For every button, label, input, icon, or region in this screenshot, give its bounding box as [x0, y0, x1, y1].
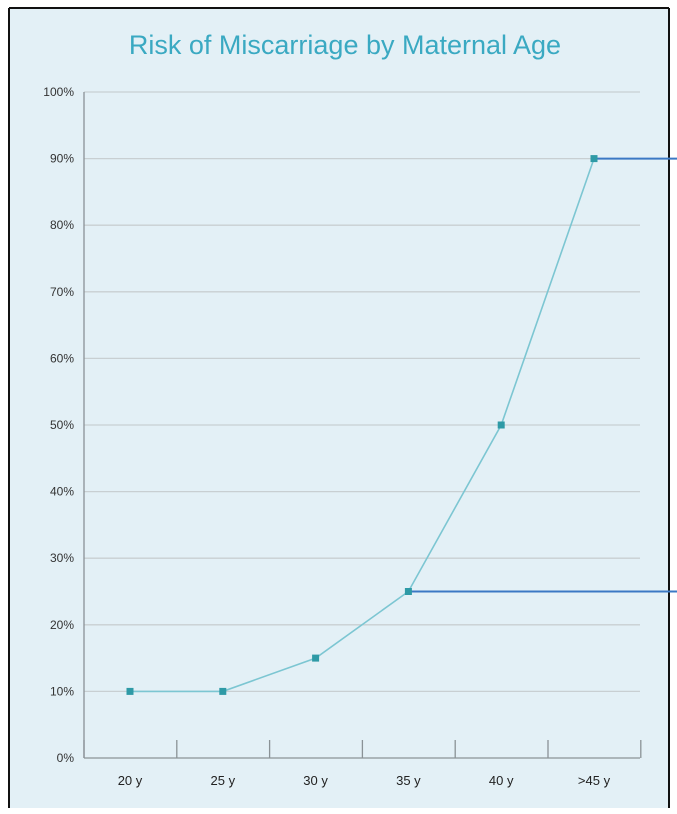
y-tick-label: 0% [57, 751, 75, 765]
y-tick-label: 100% [43, 85, 74, 99]
data-markers [126, 155, 598, 695]
y-tick-label: 70% [50, 285, 74, 299]
highlight-lines [408, 157, 677, 593]
data-series [130, 158, 595, 693]
series-line [130, 158, 595, 693]
x-tick-label: 25 y [211, 773, 236, 788]
x-tick-label: 35 y [396, 773, 421, 788]
y-tick-labels: 0% 10% 20% 30% 40% 50% 60% 70% 80% 90% 100% [43, 85, 74, 765]
data-point [126, 687, 134, 695]
y-tick-label: 30% [50, 551, 74, 565]
x-tick-labels: 20 y 25 y 30 y 35 y 40 y >45 y [118, 773, 611, 788]
data-point [497, 421, 505, 429]
chart-panel [9, 8, 669, 808]
y-tick-label: 40% [50, 485, 74, 499]
y-tick-label: 10% [50, 684, 74, 698]
data-point [590, 155, 598, 163]
chart-title: Risk of Miscarriage by Maternal Age [129, 30, 561, 60]
x-tick-label: 20 y [118, 773, 143, 788]
y-tick-label: 50% [50, 418, 74, 432]
x-tick-label: 40 y [489, 773, 514, 788]
axes [83, 92, 642, 759]
y-tick-label: 90% [50, 152, 74, 166]
data-point [312, 654, 320, 662]
y-tick-label: 60% [50, 351, 74, 365]
y-tick-label: 20% [50, 618, 74, 632]
y-tick-label: 80% [50, 218, 74, 232]
x-tick-label: >45 y [578, 773, 611, 788]
x-tick-label: 30 y [303, 773, 328, 788]
data-point [219, 687, 227, 695]
data-point [404, 588, 412, 595]
